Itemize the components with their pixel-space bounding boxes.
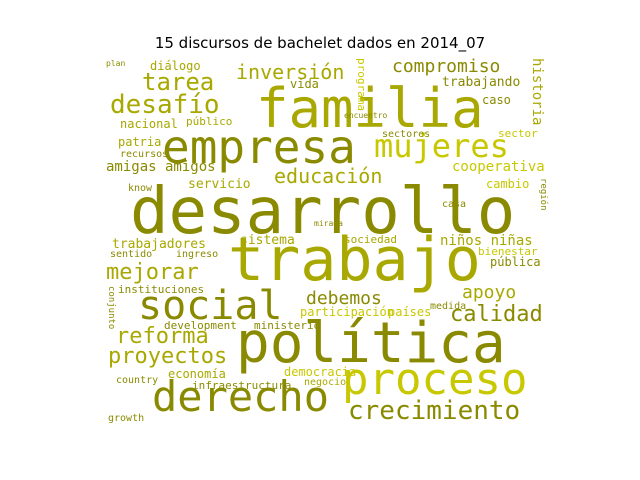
word-7: social (138, 283, 283, 329)
word-28: diálogo (150, 59, 201, 73)
word-30: patria (118, 135, 162, 149)
word-37: países (388, 305, 432, 319)
word-25: sistema (240, 233, 295, 248)
word-46: instituciones (118, 283, 205, 296)
word-23: amigas amigos (106, 159, 216, 175)
word-0: desarrollo (130, 175, 516, 249)
word-50: ingreso (176, 249, 219, 260)
chart-title: 15 discursos de bachelet dados en 2014_0… (154, 34, 486, 52)
word-4: empresa (162, 120, 356, 174)
word-42: sector (498, 127, 538, 140)
word-43: sectores (382, 129, 431, 140)
word-14: mejorar (106, 260, 199, 285)
word-36: participación (300, 305, 394, 319)
word-6: derecho (152, 372, 330, 421)
word-29: nacional (120, 117, 178, 131)
word-56: know (128, 183, 153, 194)
word-8: mujeres (374, 127, 509, 165)
word-20: apoyo (462, 282, 517, 303)
word-11: tarea (142, 68, 215, 96)
word-1: trabajo (228, 225, 481, 295)
word-54: medida (430, 301, 467, 312)
word-19: debemos (306, 288, 382, 309)
word-18: compromiso (392, 56, 501, 77)
word-59: encuentro (344, 111, 388, 120)
word-39: bienestar (478, 245, 538, 258)
word-52: growth (108, 413, 145, 424)
word-58: mirada (314, 219, 343, 228)
word-49: sentido (110, 249, 153, 260)
word-51: country (116, 375, 159, 386)
word-10: desafío (110, 90, 220, 120)
word-26: servicio (188, 177, 251, 192)
word-24: trabajadores (112, 237, 206, 252)
word-2: política (236, 311, 506, 376)
word-21: niños niñas (440, 233, 533, 249)
word-34: economía (168, 367, 226, 381)
word-41: público (186, 115, 233, 128)
word-53: negocio (304, 377, 347, 388)
word-57: plan (106, 59, 126, 68)
word-12: proyectos (108, 344, 228, 369)
word-27: trabajando (442, 75, 521, 90)
word-15: calidad (450, 302, 543, 327)
word-44: ministerio (254, 319, 321, 332)
word-16: inversión (236, 60, 345, 84)
word-22: cooperativa (452, 159, 545, 175)
word-31: vida (290, 77, 319, 91)
word-48: recursos (120, 149, 169, 160)
word-55: casa (442, 199, 467, 210)
word-3: familia (256, 77, 484, 140)
word-35: democracia (284, 365, 357, 379)
word-47: infraestructura (192, 379, 292, 392)
vertical-word-3: región (538, 178, 548, 211)
vertical-word-0: historia (529, 58, 545, 126)
word-9: crecimiento (348, 396, 521, 426)
vertical-word-1: programa (355, 58, 368, 111)
word-13: reforma (116, 324, 209, 349)
vertical-word-2: conjunto (106, 286, 116, 330)
word-45: development (164, 319, 237, 332)
word-17: educación (274, 164, 383, 188)
word-cloud: desarrollo trabajo política familia empresa p… (106, 58, 552, 424)
word-33: cambio (486, 177, 530, 191)
word-38: pública (490, 255, 541, 269)
word-5: proceso (342, 354, 528, 405)
word-40: sociedad (344, 233, 397, 246)
word-32: caso (482, 93, 511, 107)
